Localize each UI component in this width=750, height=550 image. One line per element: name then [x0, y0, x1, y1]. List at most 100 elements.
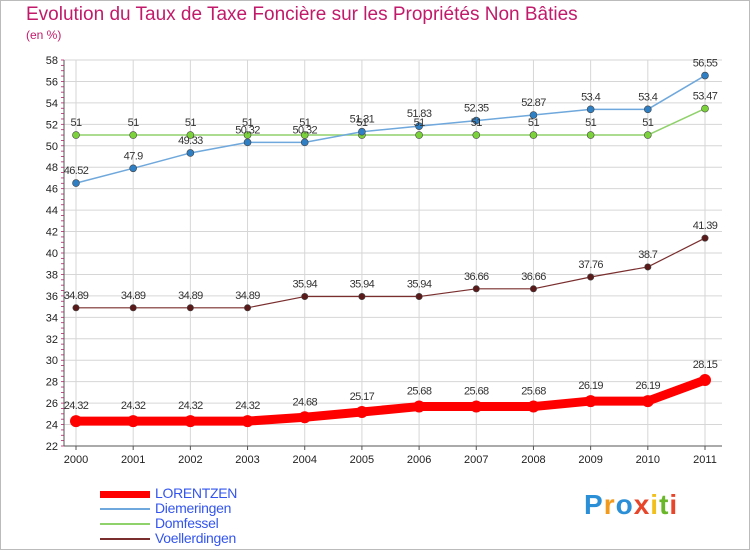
y-tick-label: 26 — [46, 398, 58, 410]
data-point — [644, 263, 652, 271]
data-point — [301, 293, 309, 301]
y-tick-label: 22 — [46, 441, 58, 453]
x-tick-label: 2002 — [178, 454, 202, 466]
data-label: 35.94 — [350, 279, 375, 291]
data-point — [298, 411, 311, 424]
data-label: 24.68 — [292, 396, 317, 408]
x-tick-label: 2007 — [464, 454, 488, 466]
data-point — [644, 131, 652, 139]
data-point — [470, 400, 483, 413]
data-label: 41.39 — [693, 220, 718, 232]
x-tick-label: 2009 — [578, 454, 602, 466]
chart-title: Evolution du Taux de Taxe Foncière sur l… — [26, 4, 578, 25]
data-label: 50.32 — [292, 124, 317, 136]
data-point — [586, 105, 595, 114]
x-tick-label: 2001 — [121, 454, 145, 466]
data-point — [699, 374, 711, 387]
data-label: 26.19 — [636, 380, 661, 392]
y-tick-label: 52 — [46, 119, 58, 131]
data-point — [415, 122, 423, 130]
legend-label: Voellerdingen — [155, 530, 236, 546]
data-point — [413, 400, 426, 413]
data-label: 51 — [528, 117, 540, 129]
y-tick-label: 32 — [46, 334, 58, 346]
x-tick-label: 2000 — [64, 454, 88, 466]
data-point — [244, 304, 252, 312]
y-tick-label: 36 — [46, 291, 58, 303]
series-line — [75, 74, 706, 184]
data-point — [701, 71, 709, 80]
data-point — [415, 131, 423, 139]
data-point — [641, 395, 654, 408]
data-point — [186, 131, 195, 139]
y-tick-label: 38 — [46, 269, 58, 281]
data-label: 51 — [242, 117, 254, 129]
data-point — [701, 234, 709, 242]
x-tick-label: 2006 — [407, 454, 431, 466]
data-point — [644, 105, 652, 114]
data-label: 51 — [128, 117, 140, 129]
series-line — [75, 237, 706, 309]
y-tick-label: 34 — [46, 312, 58, 324]
data-label: 35.94 — [407, 279, 432, 291]
data-point — [529, 111, 538, 119]
y-tick-label: 56 — [46, 76, 58, 88]
data-label: 50.32 — [235, 124, 260, 136]
y-tick-label: 46 — [46, 184, 58, 196]
data-labels: 24.32 24.32 24.32 24.32 24.68 25.17 25.68 25.68… — [64, 58, 719, 413]
y-tick-label: 50 — [46, 141, 58, 153]
legend-swatch — [100, 508, 150, 510]
series — [70, 71, 711, 428]
data-label: 51 — [471, 117, 483, 129]
data-point — [243, 138, 252, 147]
data-label: 46.52 — [64, 165, 89, 177]
data-point — [529, 285, 537, 293]
data-label: 51 — [70, 117, 82, 129]
data-label: 34.89 — [178, 290, 203, 302]
data-label: 51 — [185, 117, 197, 129]
y-tick-label: 30 — [46, 355, 58, 367]
data-label: 25.68 — [407, 386, 432, 398]
x-tick-label: 2005 — [350, 454, 374, 466]
data-label: 56.55 — [693, 58, 718, 70]
data-label: 51 — [585, 117, 597, 129]
y-tick-label: 54 — [46, 98, 58, 110]
data-label: 53.47 — [693, 91, 718, 103]
x-tick-label: 2011 — [693, 454, 717, 466]
legend-label: LORENTZEN — [155, 485, 238, 501]
data-point — [472, 116, 481, 125]
data-point — [129, 304, 137, 312]
data-label: 24.32 — [121, 400, 146, 412]
y-tick-label: 58 — [46, 55, 58, 67]
data-label: 53.4 — [638, 91, 657, 103]
data-point — [127, 415, 140, 428]
unit-label: (en %) — [26, 28, 62, 42]
data-point — [355, 406, 368, 419]
data-point — [587, 273, 595, 281]
data-point — [472, 285, 480, 293]
data-label: 52.87 — [521, 97, 546, 109]
data-label: 34.89 — [64, 290, 89, 302]
series-line — [71, 375, 710, 426]
data-point — [358, 127, 366, 136]
x-tick-label: 2003 — [235, 454, 259, 466]
data-label: 34.89 — [121, 290, 146, 302]
data-point — [415, 293, 423, 301]
data-label: 24.32 — [178, 400, 203, 412]
data-point — [701, 104, 709, 113]
data-label: 24.32 — [235, 400, 260, 412]
data-label: 26.19 — [578, 380, 603, 392]
data-point — [584, 395, 597, 408]
legend-swatch — [100, 490, 150, 498]
proxiti-logo: Proxiti — [584, 489, 679, 520]
data-point — [184, 415, 197, 428]
y-tick-label: 44 — [46, 205, 58, 217]
data-point — [72, 179, 80, 187]
data-label: 25.68 — [521, 386, 546, 398]
data-point — [358, 293, 366, 301]
data-label: 24.32 — [64, 400, 89, 412]
data-label: 38.7 — [638, 249, 657, 261]
data-point — [186, 149, 195, 157]
